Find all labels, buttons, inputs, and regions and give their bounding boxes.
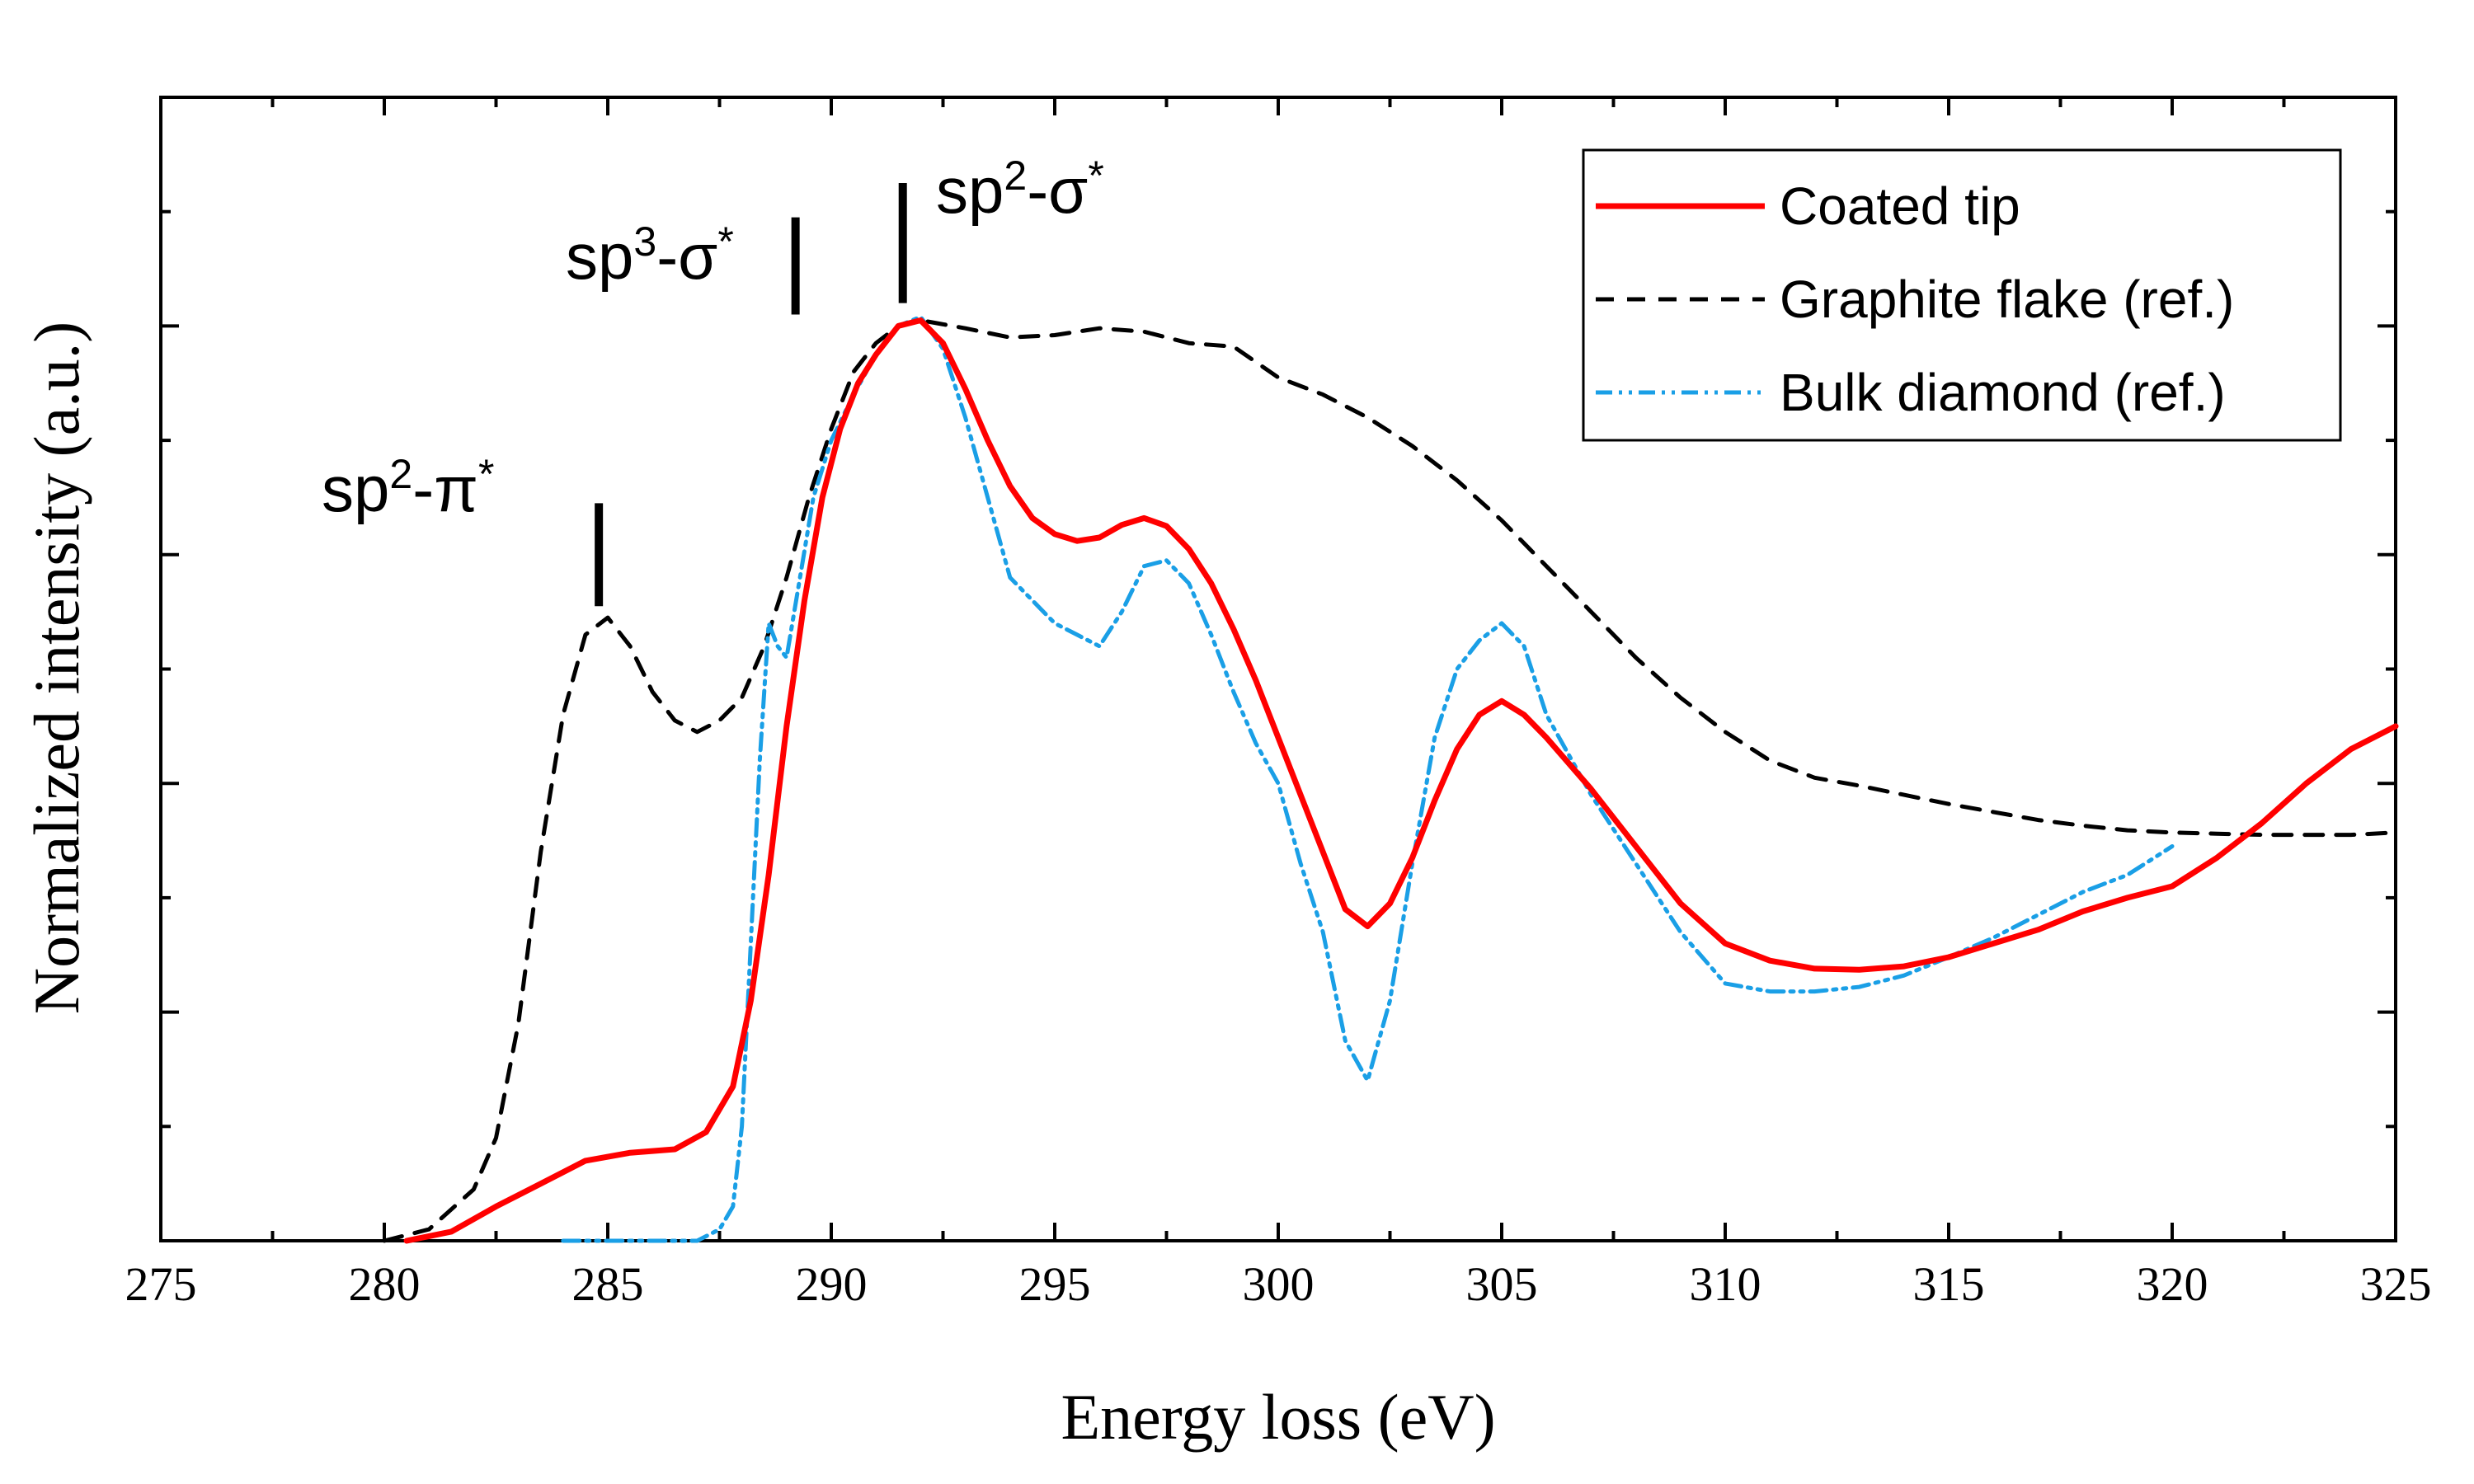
annotation-label-2: sp3-σ* xyxy=(566,218,734,293)
legend-label-bulk-diamond-ref: Bulk diamond (ref.) xyxy=(1780,363,2226,422)
x-tick-label: 310 xyxy=(1690,1257,1761,1311)
series-line-bulk-diamond-ref xyxy=(561,314,2175,1243)
annotation-label-1: sp2-π* xyxy=(322,451,494,525)
x-tick-label: 295 xyxy=(1019,1257,1091,1311)
x-tick-label: 315 xyxy=(1913,1257,1985,1311)
x-tick-label: 325 xyxy=(2360,1257,2432,1311)
annotation-label-3: sp2-σ* xyxy=(936,153,1104,227)
legend: Coated tip Graphite flake (ref.) Bulk diam… xyxy=(1582,148,2342,442)
y-axis-title: Normalized intensity (a.u.) xyxy=(21,322,92,1014)
x-tick-label: 320 xyxy=(2137,1257,2208,1311)
series-layer xyxy=(382,314,2399,1244)
legend-box xyxy=(1582,148,2342,442)
axis-ticks: 275 280 285 290 295 300 305 310 315 320 325 xyxy=(125,96,2432,1311)
x-tick-label: 275 xyxy=(125,1257,197,1311)
x-tick-label: 300 xyxy=(1243,1257,1315,1311)
x-tick-label: 305 xyxy=(1466,1257,1538,1311)
series-line-coated-tip xyxy=(403,317,2399,1244)
annotations-layer: sp2-π* sp3-σ* sp2-σ* xyxy=(322,153,1104,607)
x-axis-title: Energy loss (eV) xyxy=(1061,1381,1495,1453)
legend-label-graphite-flake-ref: Graphite flake (ref.) xyxy=(1780,270,2234,329)
x-tick-label: 285 xyxy=(572,1257,644,1311)
x-tick-label: 290 xyxy=(796,1257,868,1311)
legend-label-coated-tip: Coated tip xyxy=(1780,176,2020,236)
x-tick-label: 280 xyxy=(349,1257,421,1311)
